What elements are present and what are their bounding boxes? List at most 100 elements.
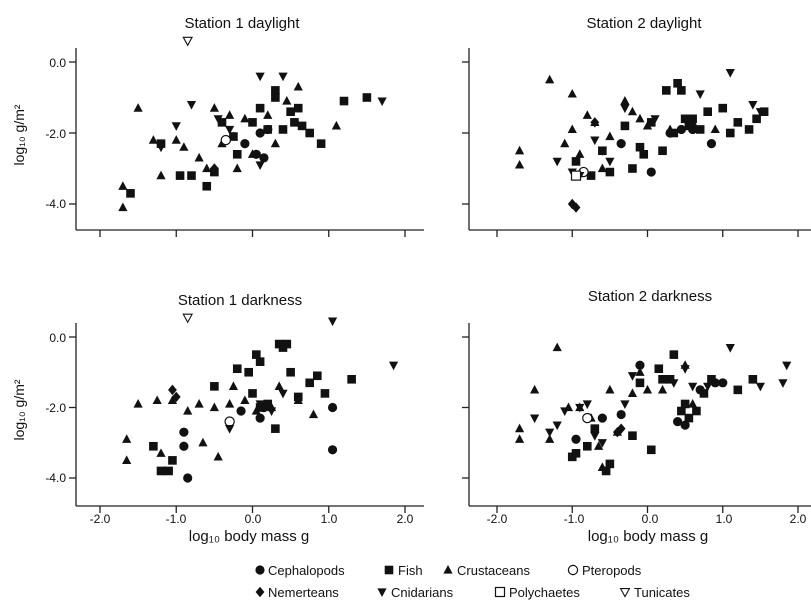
panel-title: Station 2 daylight — [586, 15, 702, 32]
point-fish — [635, 142, 645, 152]
point-cephalopods — [327, 445, 338, 455]
point-crustaceans — [575, 149, 585, 158]
point-cnidarians — [582, 400, 592, 409]
y-axis-label: log₁₀ g/m² — [11, 104, 27, 165]
point-fish — [210, 382, 219, 391]
point-crustaceans — [560, 138, 570, 148]
point-fish — [202, 181, 212, 191]
data-points — [514, 342, 792, 476]
legend-item-cephalopods: Cephalopods — [255, 563, 345, 578]
point-cnidarians — [688, 382, 698, 392]
y-tick-label: 0.0 — [49, 56, 66, 70]
point-pteropods — [220, 134, 232, 146]
point-cnidarians — [186, 101, 197, 110]
point-cnidarians — [388, 361, 399, 371]
point-cnidarians — [590, 136, 600, 146]
point-cnidarians — [755, 382, 765, 392]
point-fish — [752, 114, 761, 124]
point-cnidarians — [650, 115, 660, 124]
axes — [69, 323, 424, 513]
x-tick-label: -2.0 — [90, 512, 111, 526]
point-cephalopods — [680, 420, 690, 430]
point-pteropods — [224, 416, 235, 427]
legend-marker-tunicates — [619, 588, 631, 598]
data-points — [122, 313, 399, 483]
y-tick-label: -2.0 — [45, 401, 66, 415]
point-fish — [175, 171, 185, 180]
x-tick-label: 1.0 — [321, 512, 338, 526]
point-fish — [571, 157, 581, 166]
point-crustaceans — [167, 395, 178, 405]
point-fish — [673, 79, 682, 88]
x-tick-label: 0.0 — [245, 512, 262, 526]
point-cnidarians — [255, 400, 265, 409]
point-crustaceans — [293, 395, 303, 405]
legend-item-polychaetes: Polychaetes — [494, 585, 580, 600]
legend-label: Cnidarians — [391, 585, 454, 600]
legend-item-nemerteans: Nemerteans — [255, 585, 339, 600]
point-fish — [126, 189, 135, 198]
point-fish — [583, 441, 592, 451]
point-cnidarians — [680, 365, 690, 374]
point-cnidarians — [377, 97, 387, 107]
point-cephalopods — [616, 139, 626, 149]
point-nemerteans — [171, 391, 181, 403]
point-crustaceans — [657, 384, 668, 394]
point-crustaceans — [635, 367, 645, 376]
point-crustaceans — [133, 103, 143, 112]
panel-title: Station 2 darkness — [588, 288, 712, 305]
point-fish — [286, 107, 295, 116]
x-axis-label: log₁₀ body mass g — [588, 528, 709, 545]
y-tick-label: -2.0 — [45, 127, 66, 141]
point-fish — [669, 350, 679, 359]
point-cnidarians — [530, 414, 540, 424]
x-tick-label: -2.0 — [487, 512, 508, 526]
point-crustaceans — [514, 159, 525, 169]
point-fish — [271, 93, 280, 102]
point-crustaceans — [567, 88, 577, 98]
point-fish — [677, 86, 686, 95]
panel-title: Station 1 darkness — [178, 292, 302, 309]
point-fish — [703, 107, 712, 116]
point-crustaceans — [118, 181, 128, 190]
y-tick-label: 0.0 — [49, 331, 66, 345]
point-crustaceans — [183, 406, 193, 415]
point-fish — [628, 431, 637, 440]
legend-symbol-polychaetes — [494, 586, 506, 598]
point-nemerteans — [168, 384, 177, 396]
point-nemerteans — [616, 423, 626, 434]
point-nemerteans — [209, 163, 219, 174]
point-cnidarians — [597, 439, 607, 448]
point-cnidarians — [782, 361, 792, 371]
point-crustaceans — [148, 135, 158, 144]
point-crustaceans — [282, 96, 292, 105]
legend-symbol-tunicates — [619, 588, 631, 598]
point-crustaceans — [156, 448, 166, 457]
x-tick-label: 2.0 — [790, 512, 807, 526]
point-fish — [744, 125, 754, 134]
point-fish — [684, 413, 694, 423]
legend-marker-fish — [384, 565, 394, 575]
point-crustaceans — [240, 113, 250, 123]
legend-label: Pteropods — [582, 563, 642, 578]
point-fish — [282, 339, 292, 349]
point-fish — [278, 125, 288, 134]
point-tunicates — [182, 36, 194, 47]
x-tick-label: -1.0 — [166, 512, 187, 526]
point-crustaceans — [209, 402, 219, 412]
legend-label: Fish — [398, 563, 423, 578]
point-crustaceans — [710, 124, 720, 134]
point-fish — [255, 357, 265, 366]
legend-label: Nemerteans — [268, 585, 339, 600]
point-fish — [662, 86, 671, 95]
x-tick-label: 1.0 — [716, 512, 733, 526]
point-cnidarians — [278, 389, 288, 399]
point-cephalopods — [571, 434, 581, 444]
axes — [462, 323, 811, 513]
point-crustaceans — [160, 465, 170, 475]
point-cephalopods — [646, 167, 656, 177]
point-cnidarians — [627, 372, 638, 381]
point-fish — [628, 164, 637, 173]
data-points — [514, 69, 769, 213]
point-fish — [590, 424, 600, 433]
